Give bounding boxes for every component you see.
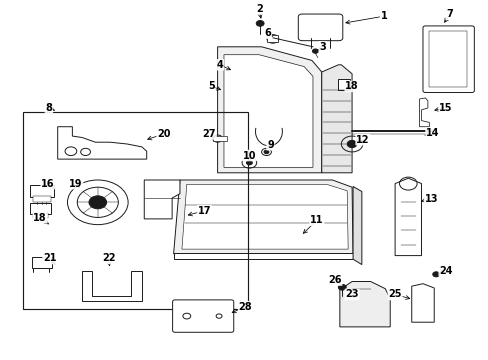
Circle shape [338, 284, 346, 290]
Polygon shape [173, 180, 352, 254]
Text: 27: 27 [202, 129, 216, 139]
Bar [30, 203, 51, 214]
Text: 25: 25 [387, 289, 401, 300]
Bar [32, 257, 52, 268]
Text: 8: 8 [45, 103, 52, 113]
Polygon shape [58, 127, 146, 159]
Text: 3: 3 [319, 42, 325, 52]
Text: 9: 9 [266, 140, 273, 150]
Bar [33, 196, 51, 202]
Text: 13: 13 [424, 194, 437, 204]
Text: 12: 12 [355, 135, 369, 145]
Text: 5: 5 [207, 81, 214, 91]
Bar [30, 185, 54, 197]
Text: 1: 1 [380, 11, 386, 21]
Text: 11: 11 [309, 215, 323, 225]
Text: 6: 6 [264, 28, 271, 38]
Text: 16: 16 [41, 179, 55, 189]
Text: 15: 15 [438, 103, 452, 113]
Polygon shape [82, 271, 142, 301]
Text: 22: 22 [102, 253, 115, 264]
Text: 24: 24 [438, 266, 452, 276]
Text: 26: 26 [327, 275, 341, 285]
Text: 21: 21 [43, 253, 57, 264]
Text: 4: 4 [216, 60, 223, 70]
Polygon shape [173, 253, 352, 259]
Polygon shape [266, 35, 277, 42]
Text: 17: 17 [197, 206, 211, 216]
Bar [212, 136, 227, 141]
Text: 2: 2 [255, 4, 262, 14]
Text: 28: 28 [238, 302, 252, 312]
Bar [33, 213, 48, 218]
Polygon shape [352, 186, 361, 265]
Circle shape [264, 150, 268, 154]
Circle shape [246, 161, 252, 165]
Polygon shape [411, 284, 433, 322]
FancyBboxPatch shape [422, 26, 473, 93]
Text: 20: 20 [157, 129, 170, 139]
Text: 19: 19 [69, 179, 82, 189]
Bar [428, 31, 467, 87]
Text: 7: 7 [446, 9, 452, 19]
Text: 23: 23 [345, 289, 358, 300]
Polygon shape [224, 55, 312, 167]
Polygon shape [394, 178, 421, 256]
Polygon shape [321, 65, 351, 173]
Text: 18: 18 [33, 213, 47, 223]
Circle shape [312, 49, 318, 53]
Circle shape [89, 196, 106, 209]
Text: 14: 14 [425, 128, 439, 138]
Text: 10: 10 [242, 150, 256, 161]
Polygon shape [338, 79, 349, 90]
FancyBboxPatch shape [298, 14, 342, 41]
Polygon shape [144, 180, 180, 219]
Bar [23, 112, 248, 309]
Circle shape [432, 272, 439, 277]
Circle shape [346, 140, 356, 148]
Circle shape [256, 21, 264, 26]
Polygon shape [217, 47, 321, 173]
Polygon shape [419, 98, 428, 127]
Polygon shape [339, 282, 389, 327]
Polygon shape [182, 184, 347, 249]
FancyBboxPatch shape [172, 300, 233, 332]
Text: 18: 18 [345, 81, 358, 91]
